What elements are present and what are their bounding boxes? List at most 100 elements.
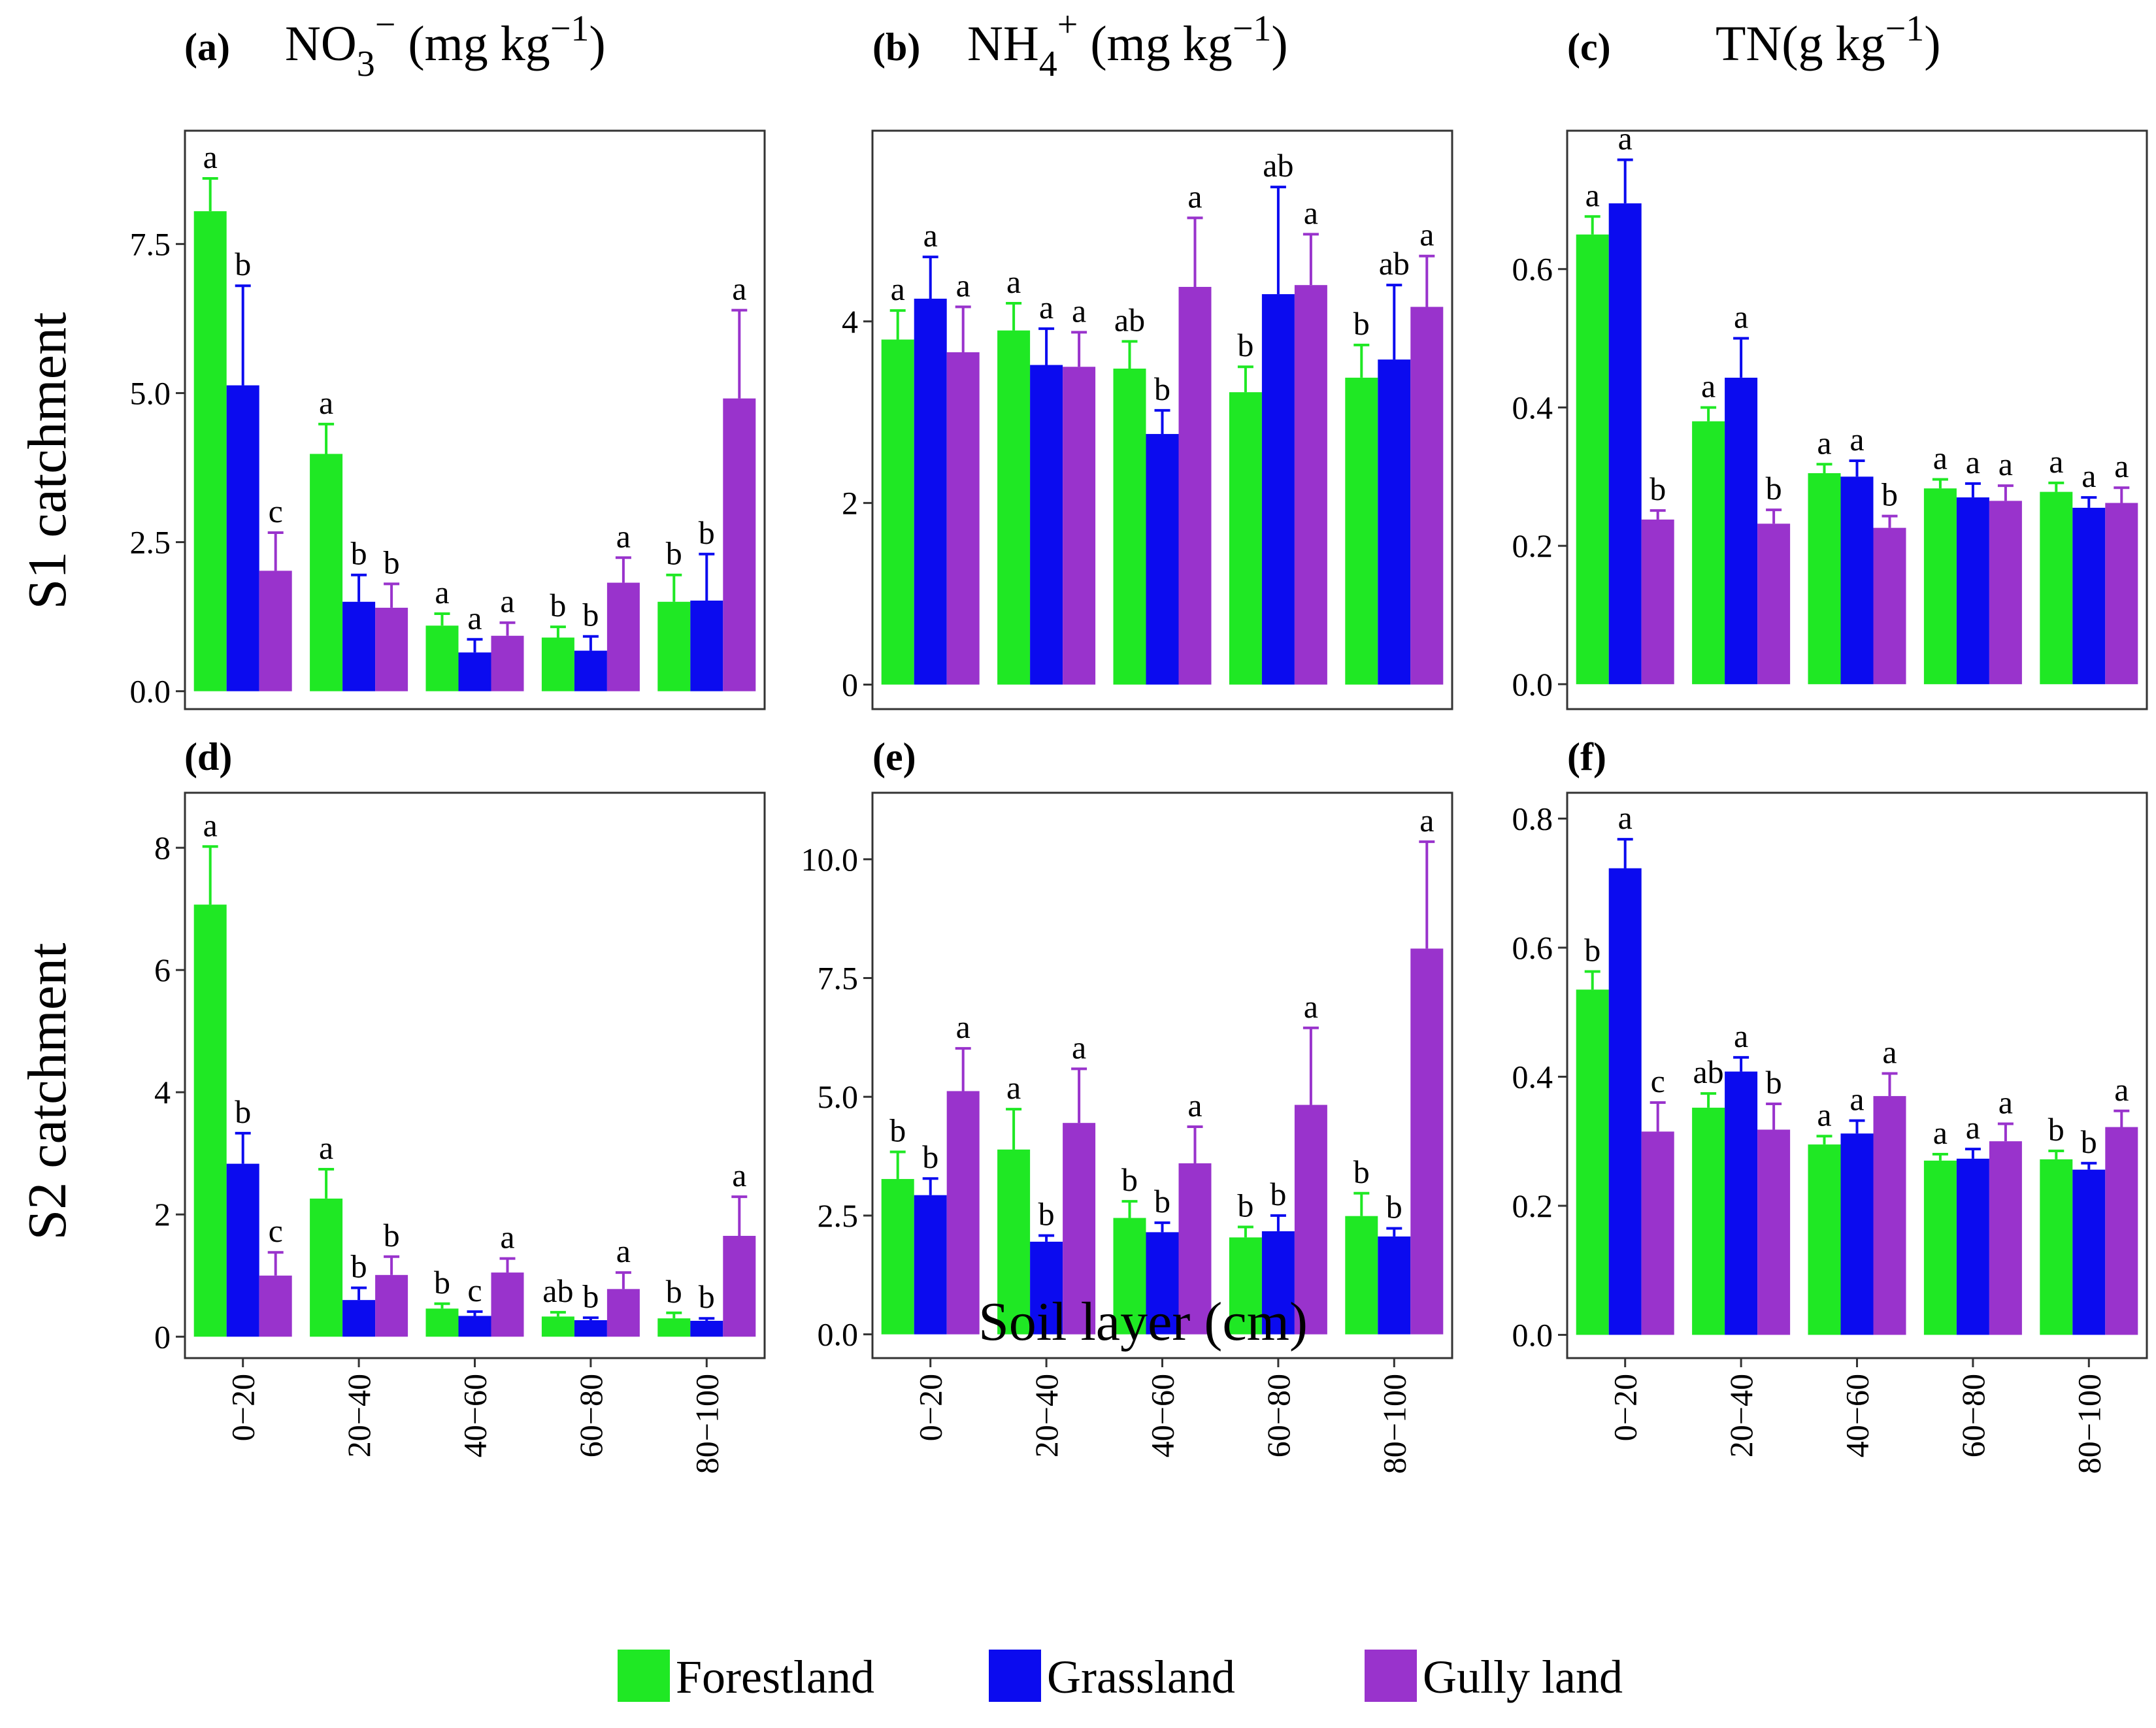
x-tick-label: 80−100	[2070, 1374, 2107, 1474]
bar-gully-land	[1989, 501, 2022, 684]
significance-letter: a	[1006, 1069, 1021, 1106]
significance-letter: a	[2114, 1071, 2129, 1108]
y-tick-label: 0.2	[1512, 527, 1553, 564]
bar-forestland	[1576, 234, 1609, 684]
bar-grassland	[1261, 294, 1295, 685]
significance-letter: a	[500, 583, 514, 620]
column-title-c: (c) TN(g kg−1)	[1567, 8, 1941, 71]
bar-forestland	[1113, 369, 1146, 685]
legend-label-forestland: Forestland	[676, 1651, 874, 1703]
title-c-unit: )	[1924, 16, 1940, 71]
bar-gully-land	[946, 1091, 980, 1335]
significance-letter: c	[467, 1272, 482, 1308]
title-c-sup: −1	[1885, 8, 1925, 49]
bar-forestland	[881, 339, 914, 685]
bar-grassland	[1956, 497, 1989, 684]
bar-forestland	[657, 1318, 691, 1337]
bar-forestland	[1345, 1216, 1378, 1335]
x-tick-label: 0−20	[1607, 1374, 1644, 1441]
bar-grassland	[1030, 1241, 1063, 1335]
bar-gully-land	[1294, 285, 1327, 685]
bar-gully-land	[1641, 1131, 1674, 1335]
bar-gully-land	[1178, 1163, 1212, 1335]
significance-letter: b	[922, 1138, 938, 1175]
significance-letter: a	[732, 271, 746, 307]
significance-letter: a	[1998, 1084, 2013, 1121]
bar-grassland	[1840, 476, 1874, 684]
bar-grassland	[458, 1316, 491, 1337]
bar-forestland	[1808, 1144, 1841, 1335]
significance-letter: b	[1237, 1187, 1253, 1223]
significance-letter: ab	[1693, 1054, 1723, 1090]
y-tick-label: 0	[842, 666, 858, 703]
bar-gully-land	[1410, 307, 1444, 685]
y-tick-label: 0.6	[1512, 251, 1553, 288]
bar-gully-land	[1178, 286, 1212, 685]
title-b-panel: (b)	[872, 25, 920, 69]
significance-letter: b	[1766, 470, 1782, 507]
title-a-text: NO3− (mg kg−1)	[285, 5, 606, 84]
significance-letter: a	[500, 1219, 514, 1255]
bar-gully-land	[375, 607, 408, 691]
title-a-unit-sup: −1	[550, 8, 589, 49]
x-tick-label: 20−40	[340, 1374, 377, 1457]
legend-swatch-grassland	[989, 1650, 1041, 1702]
bar-gully-land	[1989, 1141, 2022, 1335]
bar-gully-land	[1063, 367, 1096, 685]
x-tick-label: 20−40	[1028, 1374, 1065, 1457]
bar-grassland	[1840, 1133, 1874, 1335]
panel-letter-f: (f)	[1567, 735, 1606, 778]
title-b-sub: 4	[1039, 44, 1057, 84]
y-tick-label: 0.4	[1512, 389, 1553, 425]
bar-gully-land	[1410, 948, 1444, 1335]
bar-forestland	[310, 1198, 343, 1337]
significance-letter: b	[582, 597, 599, 633]
significance-letter: b	[550, 587, 566, 623]
bar-grassland	[1608, 203, 1642, 684]
x-tick-label: 60−80	[572, 1374, 609, 1457]
significance-letter: ab	[1379, 245, 1410, 282]
y-tick-label: 0.4	[1512, 1058, 1553, 1095]
significance-letter: b	[1650, 471, 1666, 507]
bar-grassland	[690, 1320, 723, 1337]
significance-letter: b	[1154, 371, 1170, 407]
significance-letter: a	[1039, 289, 1053, 325]
y-tick-label: 4	[842, 303, 858, 340]
significance-letter: a	[923, 217, 938, 254]
significance-letter: b	[434, 1264, 450, 1301]
legend-swatch-forestland	[618, 1650, 670, 1702]
significance-letter: a	[1187, 1087, 1202, 1123]
bar-gully-land	[946, 352, 980, 685]
x-tick-label: 0−20	[225, 1374, 261, 1441]
significance-letter: a	[1304, 988, 1318, 1025]
bar-gully-land	[606, 582, 640, 691]
title-b-sup: +	[1057, 5, 1078, 45]
y-tick-label: 0.2	[1512, 1188, 1553, 1224]
bar-gully-land	[2105, 1127, 2138, 1335]
significance-letter: b	[351, 535, 367, 572]
bar-gully-land	[1063, 1123, 1096, 1335]
significance-letter: b	[889, 1112, 906, 1149]
legend: Forestland Grassland Gully land	[618, 1650, 1623, 1703]
significance-letter: a	[1304, 194, 1318, 231]
y-tick-label: 0.0	[130, 673, 171, 710]
y-tick-label: 2	[842, 485, 858, 522]
significance-letter: a	[1072, 292, 1086, 329]
significance-letter: b	[1353, 1154, 1370, 1190]
bar-grassland	[226, 385, 259, 691]
bar-grassland	[914, 299, 947, 685]
title-b-text: NH4+ (mg kg−1)	[967, 5, 1288, 84]
bar-forestland	[193, 211, 227, 691]
x-tick-label: 40−60	[1144, 1374, 1181, 1457]
significance-letter: b	[1237, 327, 1253, 363]
bar-forestland	[997, 1149, 1031, 1335]
bar-forestland	[1808, 473, 1841, 684]
significance-letter: a	[203, 806, 218, 843]
x-tick-label: 60−80	[1955, 1374, 1991, 1457]
significance-letter: b	[235, 1093, 251, 1130]
significance-letter: a	[1585, 176, 1600, 213]
significance-letter: a	[435, 574, 449, 610]
significance-letter: a	[956, 1008, 970, 1045]
significance-letter: b	[351, 1248, 367, 1284]
